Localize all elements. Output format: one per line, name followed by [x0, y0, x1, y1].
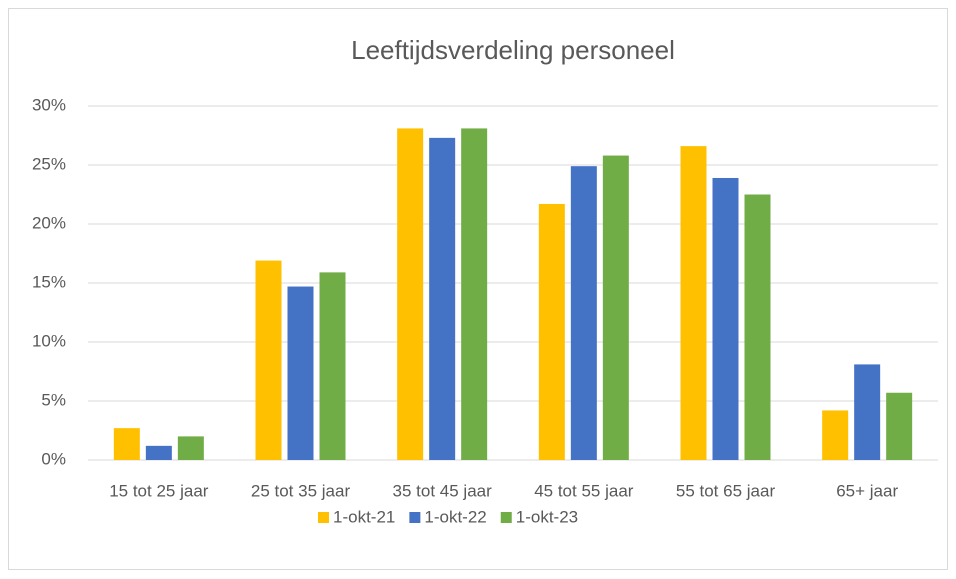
y-tick-label: 30%	[32, 95, 66, 114]
bar	[570, 166, 597, 460]
y-tick-label: 0%	[41, 449, 66, 468]
chart-title: Leeftijdsverdeling personeel	[351, 35, 675, 65]
bar	[461, 128, 488, 461]
bar	[429, 137, 456, 461]
y-tick-label: 20%	[32, 213, 66, 232]
bar	[854, 364, 881, 460]
legend-label: 1-okt-21	[333, 507, 395, 526]
y-tick-label: 15%	[32, 272, 66, 291]
legend-label: 1-okt-23	[516, 507, 578, 526]
bar	[822, 410, 849, 460]
bar	[680, 146, 707, 460]
bar	[113, 428, 140, 460]
legend-swatch	[500, 512, 512, 523]
x-tick-label: 25 tot 35 jaar	[251, 481, 351, 500]
bar	[744, 194, 771, 460]
x-tick-label: 15 tot 25 jaar	[109, 481, 209, 500]
bar	[397, 128, 424, 461]
y-tick-label: 5%	[41, 390, 66, 409]
bar	[287, 286, 314, 460]
x-tick-label: 35 tot 45 jaar	[393, 481, 493, 500]
legend-swatch	[318, 512, 329, 523]
bar	[886, 392, 913, 460]
bar	[177, 436, 204, 460]
x-tick-label: 55 tot 65 jaar	[676, 481, 776, 500]
bar	[602, 155, 629, 460]
legend-label: 1-okt-22	[424, 507, 486, 526]
bar	[255, 260, 282, 460]
legend-swatch	[409, 512, 421, 523]
y-tick-label: 25%	[32, 154, 66, 173]
x-tick-label: 65+ jaar	[836, 481, 898, 500]
bar	[145, 445, 172, 460]
bar	[712, 177, 739, 461]
x-tick-label: 45 tot 55 jaar	[534, 481, 634, 500]
bar	[319, 272, 346, 460]
y-tick-label: 10%	[32, 331, 66, 350]
bar	[538, 203, 565, 460]
